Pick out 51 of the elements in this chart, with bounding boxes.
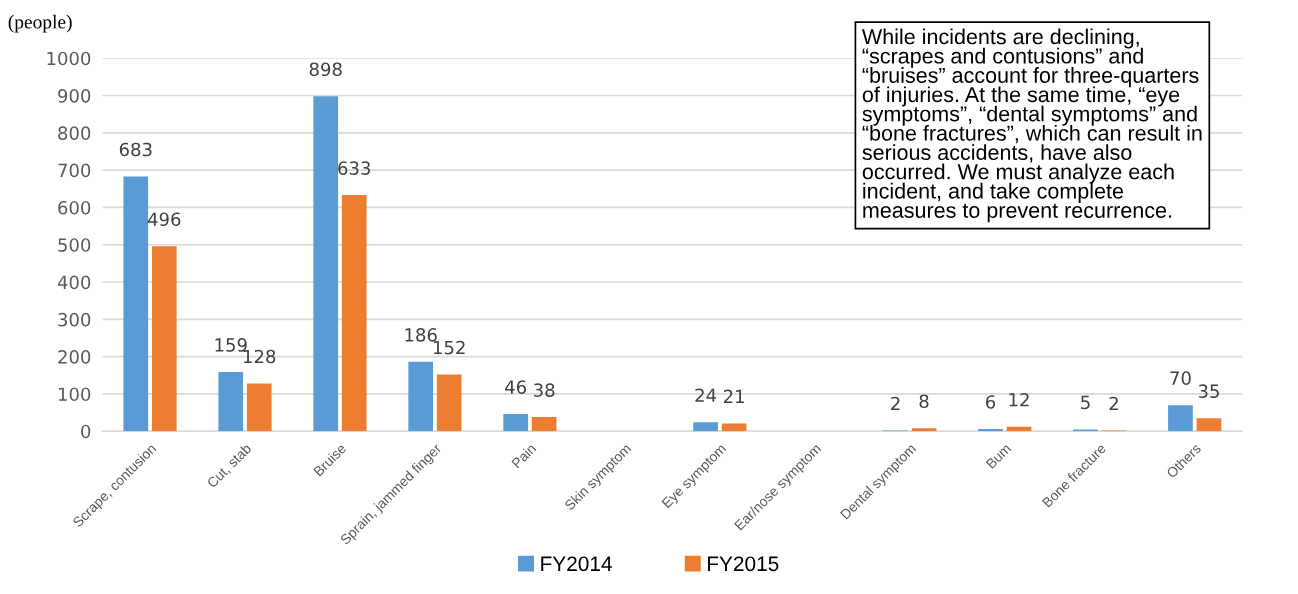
data-label: 633 [338,161,370,175]
bar [693,422,718,432]
y-tick-label: 300 [58,312,91,327]
legend-label: FY2015 [708,556,779,572]
data-label: 5 [1081,395,1090,410]
data-label: 24 [695,388,717,402]
bar [436,374,462,432]
data-label: 70 [1170,371,1191,385]
text: While incidents are declining, “scrapes and contusions” and “bruises” account for three-quarters of injuries. At the same time, “eye symptoms”, “dental symptoms” and “bone fractures”, which can result in serious accidents, have also occurred. We must analyze each incident, and take complete measures to prevent recurrence. [861,28,1202,223]
bar [503,414,529,432]
legend-label: FY2014 [541,556,612,572]
bar [531,417,557,432]
data-label: 35 [1198,384,1219,399]
bar [341,195,367,432]
bar [408,361,434,432]
bar [218,371,244,432]
data-label: 683 [119,142,152,157]
bar [911,428,937,432]
y-tick-label: 800 [58,126,91,140]
y-tick-label: 0 [81,424,91,439]
y-axis-title: (people) [8,14,72,33]
bar [123,176,149,432]
data-label: 6 [986,395,996,409]
data-label: 898 [309,62,342,77]
bar [313,96,339,432]
data-label: 496 [147,212,181,227]
data-label: 186 [405,328,437,342]
data-label: 38 [534,383,555,397]
bar [246,383,272,432]
y-tick-label: 700 [58,163,91,178]
y-tick-label: 100 [58,387,91,402]
bar [1196,418,1222,432]
data-label: 12 [1009,392,1029,407]
y-tick-label: 200 [58,350,91,364]
data-label: 21 [723,389,744,403]
y-tick-label: 500 [58,238,91,252]
x-tick-label: Cut, stab [206,442,253,490]
bar [978,429,1003,432]
y-tick-label: 600 [58,200,91,215]
y-tick-label: 900 [58,88,91,103]
data-label: 46 [505,380,527,394]
y-tick-label: 1000 [47,51,91,66]
y-tick-label: 400 [57,275,91,290]
bar [151,246,177,432]
x-tick-label: Pain [511,442,537,469]
data-label: 8 [919,394,929,409]
data-label: 152 [433,340,465,355]
data-label: 2 [891,396,900,411]
bar [1168,405,1193,432]
bar [721,423,747,432]
data-label: 2 [1109,396,1118,411]
